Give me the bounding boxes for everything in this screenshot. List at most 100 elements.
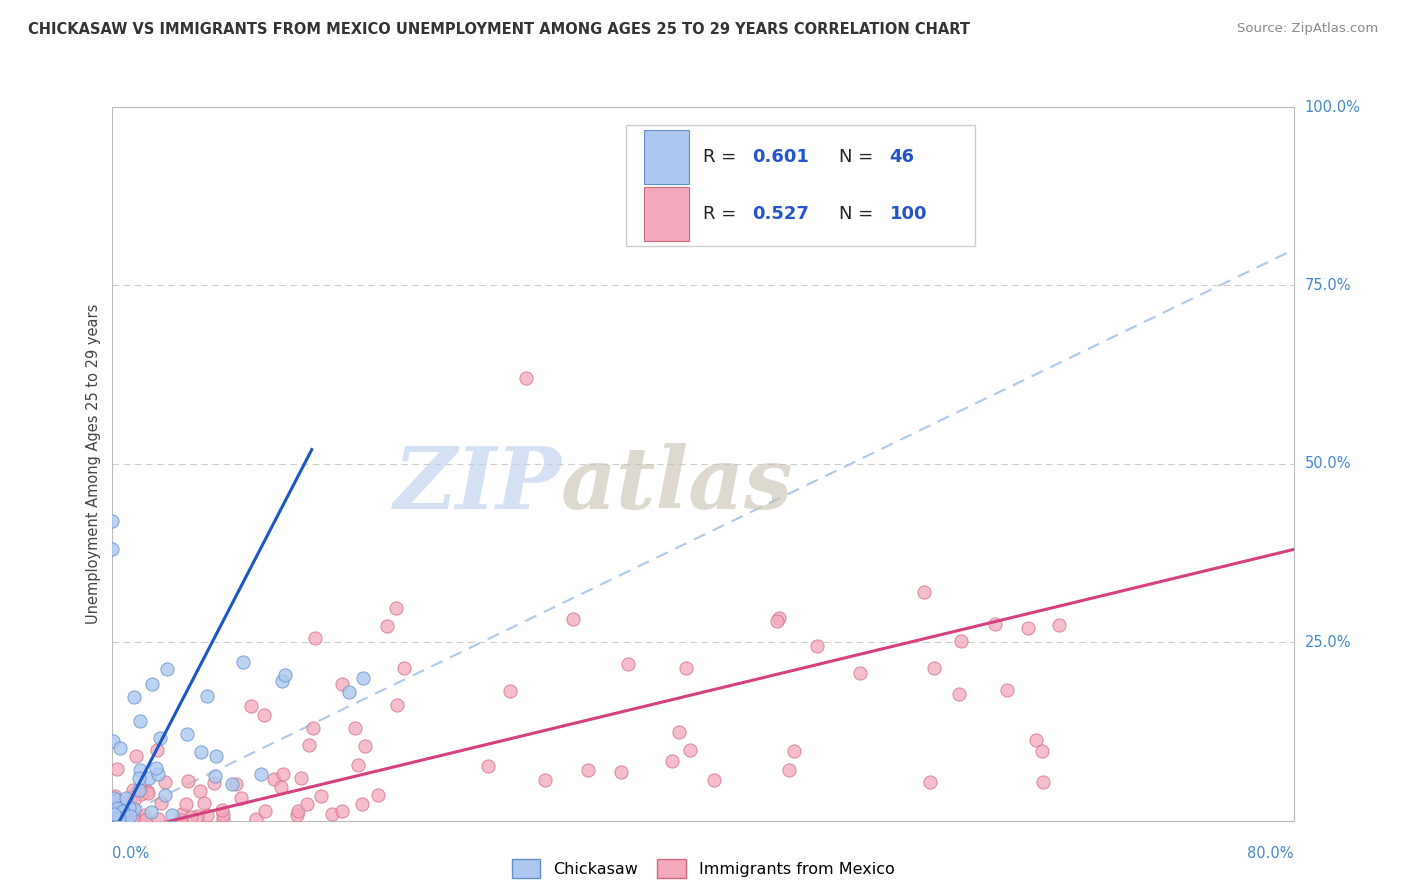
Point (131, 787, 153, 801)
Point (122, 783, 145, 797)
Point (115, 813, 138, 827)
Point (136, 786, 159, 800)
Text: ZIP: ZIP (394, 443, 561, 527)
Text: 100.0%: 100.0% (1305, 100, 1361, 114)
Point (122, 793, 145, 807)
Point (202, 776, 225, 790)
Point (270, 780, 292, 794)
Point (125, 749, 148, 764)
Point (768, 610, 790, 624)
Text: atlas: atlas (561, 443, 794, 527)
Point (347, 758, 370, 772)
Text: 0.601: 0.601 (752, 148, 810, 166)
Point (128, 810, 150, 824)
Text: 100: 100 (890, 205, 927, 223)
Point (146, 812, 169, 826)
Point (1032, 775, 1054, 789)
Point (190, 745, 212, 759)
Point (128, 782, 150, 797)
Point (134, 813, 156, 827)
Text: 0.0%: 0.0% (112, 846, 149, 861)
Point (120, 809, 142, 823)
Point (1047, 617, 1070, 632)
Point (124, 811, 146, 825)
Point (392, 660, 415, 674)
Point (661, 754, 683, 768)
Point (783, 744, 806, 758)
Point (344, 721, 367, 735)
Point (1025, 732, 1047, 747)
Point (384, 600, 406, 615)
Point (104, 793, 127, 807)
Point (806, 640, 828, 654)
Point (617, 657, 640, 671)
Point (129, 783, 152, 797)
Point (948, 687, 970, 701)
Point (211, 803, 233, 817)
Point (107, 812, 129, 826)
Point (121, 806, 143, 821)
Point (195, 808, 218, 822)
Point (177, 773, 200, 788)
Point (176, 727, 198, 741)
Point (271, 766, 294, 780)
Point (239, 698, 262, 713)
Point (129, 764, 152, 778)
Text: N =: N = (839, 205, 879, 223)
Point (153, 774, 176, 789)
Point (534, 773, 557, 788)
Point (205, 749, 228, 764)
Point (122, 690, 145, 704)
Point (103, 791, 125, 805)
Point (108, 740, 131, 755)
Point (118, 799, 141, 814)
Point (122, 812, 145, 826)
Point (562, 612, 585, 626)
Point (924, 660, 946, 674)
Point (112, 813, 135, 827)
Point (285, 808, 308, 822)
Point (321, 807, 343, 822)
Point (128, 772, 150, 786)
Point (849, 665, 872, 680)
Point (149, 796, 172, 810)
Point (107, 793, 129, 807)
Point (295, 797, 318, 812)
Point (610, 765, 633, 780)
Point (354, 739, 377, 753)
Point (101, 810, 124, 824)
Point (367, 788, 389, 802)
Point (498, 684, 520, 698)
Point (297, 739, 319, 753)
Point (186, 809, 208, 823)
Point (995, 683, 1018, 698)
Point (352, 671, 374, 685)
Point (221, 777, 243, 791)
Point (204, 769, 226, 783)
Text: CHICKASAW VS IMMIGRANTS FROM MEXICO UNEMPLOYMENT AMONG AGES 25 TO 29 YEARS CORRE: CHICKASAW VS IMMIGRANTS FROM MEXICO UNEM… (28, 22, 970, 37)
Point (375, 619, 398, 633)
Text: R =: R = (703, 205, 742, 223)
Point (170, 813, 193, 827)
Point (105, 801, 128, 815)
Text: 46: 46 (890, 148, 915, 166)
Text: 25.0%: 25.0% (1305, 635, 1351, 649)
Point (337, 685, 360, 699)
Point (950, 633, 973, 648)
Text: 75.0%: 75.0% (1305, 278, 1351, 293)
Text: Source: ZipAtlas.com: Source: ZipAtlas.com (1237, 22, 1378, 36)
Point (170, 806, 193, 821)
Point (107, 803, 129, 817)
FancyBboxPatch shape (644, 187, 689, 241)
Point (212, 812, 235, 826)
Text: 0.527: 0.527 (752, 205, 810, 223)
Point (174, 797, 197, 811)
Point (232, 655, 254, 669)
Point (107, 762, 129, 776)
Point (180, 809, 202, 823)
Point (155, 788, 177, 802)
Legend: Chickasaw, Immigrants from Mexico: Chickasaw, Immigrants from Mexico (505, 853, 901, 884)
Point (477, 759, 499, 773)
Point (1031, 744, 1053, 758)
Point (193, 796, 215, 810)
